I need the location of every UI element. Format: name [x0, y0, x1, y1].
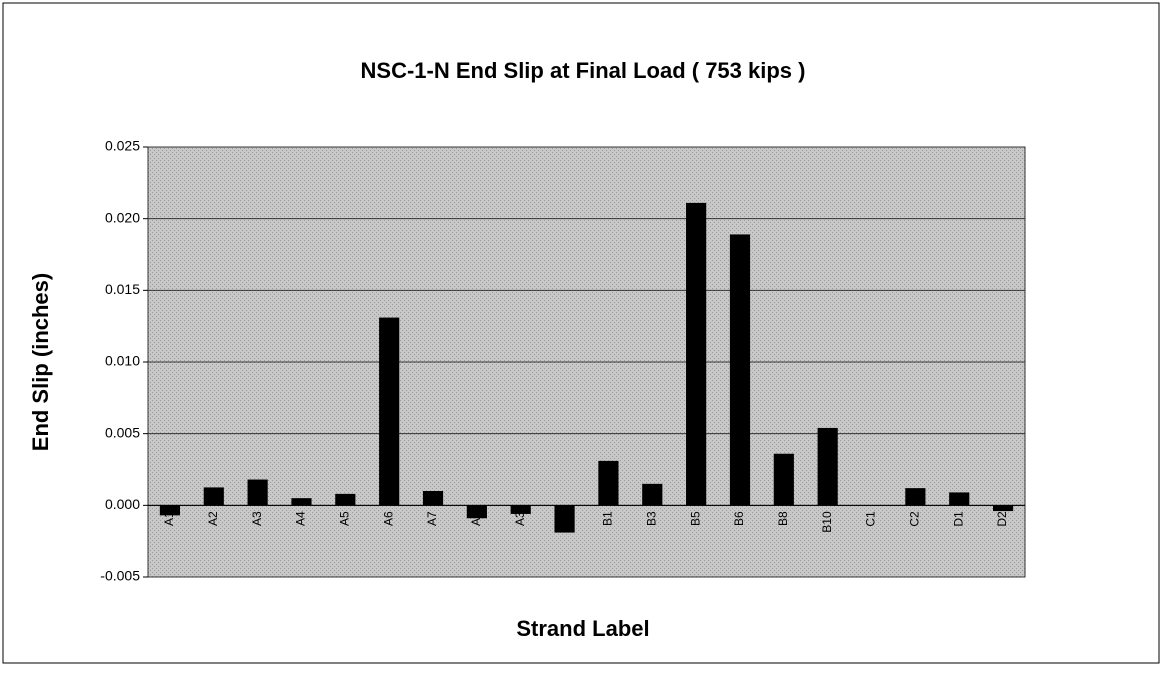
- x-tick-label: A4: [294, 511, 308, 526]
- x-tick-label: B8: [776, 511, 790, 526]
- x-tick-label: A5: [337, 511, 351, 526]
- bar: [335, 493, 356, 506]
- x-tick-label: A3: [250, 511, 264, 526]
- bar: [949, 492, 970, 506]
- y-tick-label: 0.010: [105, 353, 140, 369]
- bar: [817, 427, 838, 506]
- chart-title: NSC-1-N End Slip at Final Load ( 753 kip…: [361, 58, 806, 83]
- x-tick-label: B1: [601, 511, 615, 526]
- bar: [247, 479, 268, 506]
- bar: [992, 505, 1014, 512]
- x-tick-label: B6: [732, 511, 746, 526]
- bar: [510, 505, 531, 514]
- x-tick-label: A3: [513, 511, 527, 526]
- bar: [598, 460, 619, 506]
- y-tick-label: 0.025: [105, 138, 140, 154]
- x-tick-label: B3: [644, 511, 658, 526]
- bar: [773, 453, 794, 506]
- x-tick-label: A6: [381, 511, 395, 526]
- x-tick-label: B5: [688, 511, 702, 526]
- y-tick-label: 0.020: [105, 209, 140, 225]
- bar: [686, 202, 707, 506]
- x-tick-label: C1: [864, 511, 878, 527]
- bar: [291, 498, 312, 506]
- x-tick-label: D2: [995, 511, 1009, 527]
- x-axis-title: Strand Label: [516, 616, 649, 641]
- bar: [905, 488, 926, 506]
- x-tick-label: D1: [951, 511, 965, 527]
- bar: [729, 234, 751, 506]
- y-tick-label: -0.005: [100, 568, 140, 584]
- bar: [554, 505, 575, 533]
- x-tick-label: B10: [820, 511, 834, 533]
- bar: [159, 505, 181, 516]
- x-tick-label: C2: [908, 511, 922, 527]
- bar: [379, 317, 400, 506]
- x-tick-label: A2: [206, 511, 220, 526]
- x-tick-label: A7: [425, 511, 439, 526]
- bar: [203, 487, 224, 506]
- bar: [422, 491, 444, 506]
- bar: [642, 483, 663, 506]
- y-tick-label: 0.005: [105, 424, 140, 440]
- y-axis-title: End Slip (inches): [28, 273, 53, 451]
- y-tick-label: 0.015: [105, 281, 140, 297]
- bar: [466, 505, 487, 519]
- y-tick-label: 0.000: [105, 496, 140, 512]
